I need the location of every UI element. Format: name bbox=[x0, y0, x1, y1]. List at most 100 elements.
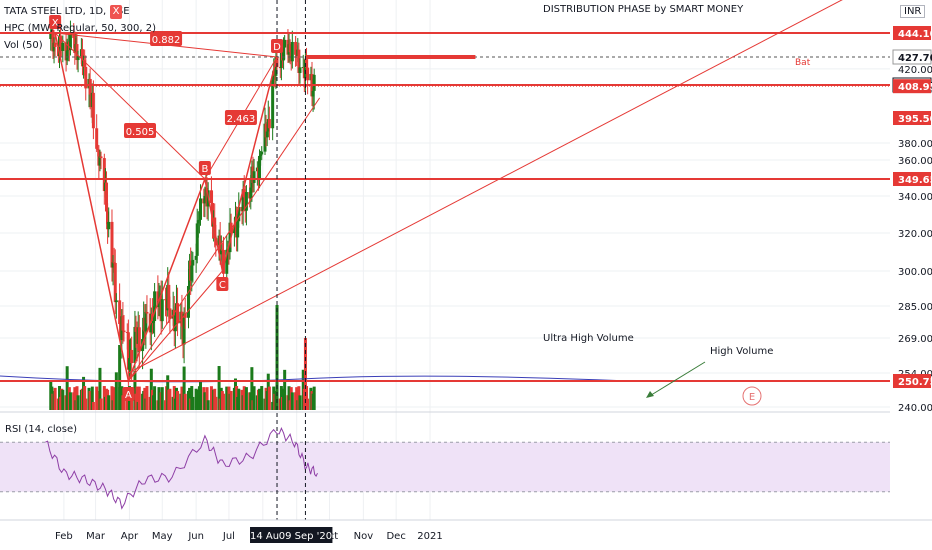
candle-body bbox=[312, 74, 316, 91]
candle-body bbox=[260, 151, 264, 155]
candle-body bbox=[91, 92, 95, 129]
pattern-point-label: A bbox=[125, 390, 132, 401]
candle-body bbox=[114, 300, 118, 303]
price-label: 408.95 bbox=[898, 82, 932, 93]
volume-bar bbox=[145, 386, 149, 410]
ratio-label-box bbox=[150, 31, 183, 46]
marked-date-label: 09 Sep '20 bbox=[279, 531, 332, 542]
volume-bar bbox=[76, 395, 80, 410]
candle-body bbox=[118, 300, 122, 325]
candle-body bbox=[237, 206, 241, 222]
volume-bar bbox=[53, 387, 57, 410]
candle-body bbox=[311, 90, 315, 97]
chart-title: DISTRIBUTION PHASE by SMART MONEY bbox=[543, 4, 744, 15]
candle-body bbox=[153, 291, 157, 322]
candle-body bbox=[102, 158, 106, 192]
candle-body bbox=[267, 119, 271, 129]
candle-body bbox=[122, 330, 126, 332]
volume-bar bbox=[244, 387, 248, 410]
candle-body bbox=[259, 154, 263, 156]
volume-bar bbox=[84, 398, 88, 410]
price-label: 395.50 bbox=[898, 114, 932, 125]
candle-body bbox=[164, 299, 168, 301]
candle-body bbox=[283, 39, 287, 48]
candle-body bbox=[134, 326, 138, 332]
candle-body bbox=[167, 284, 171, 309]
rsi-title: RSI (14, close) bbox=[5, 424, 77, 435]
pattern-point-a bbox=[122, 387, 135, 401]
price-tick-label: 360.00 bbox=[898, 156, 932, 167]
harmonic-leg bbox=[54, 32, 206, 180]
time-tick-label: Feb bbox=[55, 531, 73, 542]
candle-body bbox=[232, 228, 236, 234]
candle-body bbox=[219, 249, 223, 255]
time-tick-label: 2021 bbox=[417, 531, 442, 542]
candle-body bbox=[229, 222, 233, 234]
price-tick-label: 300.00 bbox=[898, 267, 932, 278]
candle-body bbox=[49, 33, 53, 39]
candle-body bbox=[111, 262, 115, 268]
volume-bar bbox=[135, 386, 139, 410]
volume-bar bbox=[110, 386, 114, 410]
price-tick-label: 269.00 bbox=[898, 334, 932, 345]
volume-bar bbox=[61, 389, 65, 410]
candle-body bbox=[65, 50, 69, 61]
price-label-box bbox=[893, 79, 931, 94]
price-label-box bbox=[893, 111, 931, 125]
price-label-box bbox=[892, 49, 932, 65]
candle-body bbox=[211, 202, 215, 227]
time-tick-label: Jun bbox=[187, 531, 204, 542]
pattern-point-b bbox=[198, 161, 211, 175]
volume-bar bbox=[206, 400, 210, 410]
candle-body bbox=[203, 195, 207, 204]
volume-bar bbox=[183, 393, 187, 410]
candle-body bbox=[182, 313, 186, 345]
candle-body bbox=[194, 255, 198, 260]
candle-body bbox=[258, 155, 262, 181]
candle-body bbox=[160, 299, 164, 322]
candle-body bbox=[294, 41, 298, 55]
price-tick-label: 320.00 bbox=[898, 229, 932, 240]
pattern-point-x bbox=[49, 15, 62, 29]
volume-bar bbox=[133, 371, 137, 410]
time-tick-label: May bbox=[152, 531, 173, 542]
candle-body bbox=[265, 131, 269, 138]
candle-body bbox=[263, 123, 267, 152]
candle-body bbox=[83, 60, 87, 67]
candle-body bbox=[98, 156, 102, 166]
volume-bar bbox=[90, 386, 94, 410]
currency-badge[interactable]: INR bbox=[900, 5, 926, 18]
candle-body bbox=[80, 49, 84, 67]
price-label: 349.65 bbox=[898, 175, 932, 186]
volume-bar bbox=[267, 386, 271, 410]
volume-bar bbox=[229, 390, 233, 410]
candle-body bbox=[59, 36, 63, 48]
candle-body bbox=[88, 78, 92, 95]
volume-bar bbox=[168, 388, 172, 410]
price-label-box bbox=[893, 26, 931, 40]
time-tick-label: Jul bbox=[222, 531, 235, 542]
volume-bar bbox=[214, 396, 218, 410]
time-tick-label: Nov bbox=[354, 531, 374, 542]
candle-body bbox=[127, 358, 131, 370]
candle-body bbox=[107, 221, 111, 230]
volume-bar bbox=[160, 387, 164, 410]
rsi-panel: RSI (14, close)25.0050.0075.00 bbox=[0, 411, 932, 510]
candle-body bbox=[157, 301, 161, 308]
harmonic-pattern: X A B C D 0.882 0.505 2.463 Bat bbox=[49, 15, 811, 401]
volume-bar bbox=[182, 366, 186, 410]
candle-body bbox=[112, 262, 116, 264]
volume-bar bbox=[91, 401, 95, 410]
candle-body bbox=[244, 192, 248, 211]
price-tick-label: 340.00 bbox=[898, 192, 932, 203]
pattern-name-label: Bat bbox=[795, 58, 811, 68]
candle-body bbox=[297, 49, 301, 73]
volume-bar bbox=[217, 366, 221, 410]
candle-body bbox=[186, 285, 190, 318]
candle-body bbox=[242, 189, 246, 198]
close-icon[interactable]: X bbox=[110, 5, 122, 19]
volume-bar bbox=[172, 386, 176, 410]
pattern-point-label: X bbox=[52, 18, 59, 29]
candle-body bbox=[209, 190, 213, 203]
